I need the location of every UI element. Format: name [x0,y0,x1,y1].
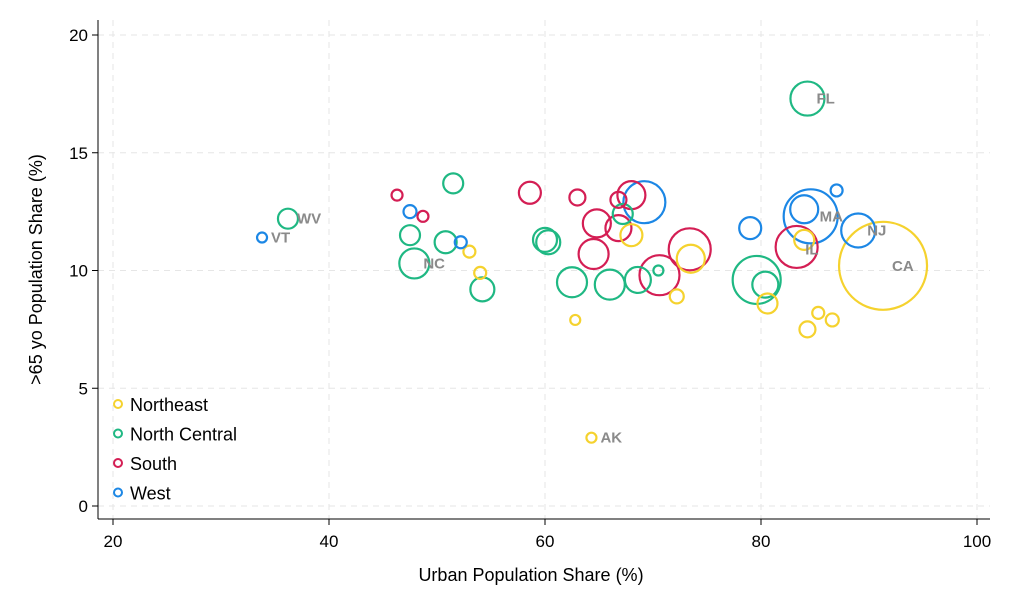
bubble-west [789,194,820,225]
point-label-nj: NJ [867,222,886,239]
point-label-ca: CA [892,258,914,275]
bubble-northeast [619,223,644,248]
legend-label-south: South [130,454,177,474]
y-tick-label: 15 [69,144,88,163]
bubble-west [738,216,763,241]
x-tick-label: 80 [752,532,771,551]
legend-marker-west [113,487,123,498]
bubble-north-central [398,224,422,247]
bubble-northeast [462,244,477,259]
bubble-northeast [569,313,582,327]
bubble-south [604,214,633,243]
point-label-wv: WV [297,211,321,228]
y-tick-label: 10 [69,262,88,281]
bubble-north-central [611,202,634,226]
x-tick-label: 20 [104,532,123,551]
bubble-west [622,180,667,225]
bubble-west [782,188,839,245]
point-labels: CA MA FL NJ NC WV AK VT IL [271,91,914,447]
bubble-south [581,208,612,239]
bubble-north-central [398,247,431,280]
y-tick-label: 5 [79,379,88,398]
point-label-vt: VT [271,230,290,247]
bubble-northeast [837,220,929,311]
bubble-north-central [531,226,559,253]
y-tick-label: 0 [79,497,88,516]
point-label-ma: MA [820,208,843,225]
x-tick-label: 60 [536,532,555,551]
legend-label-north-central: North Central [130,425,237,445]
legend-label-west: West [130,484,171,504]
bubble-north-central [623,265,652,295]
bubbles [255,80,929,444]
bubble-northeast [824,312,840,328]
point-label-fl: FL [816,91,834,108]
bubble-south [577,237,610,271]
bubble-northeast [793,228,816,251]
bubble-north-central [789,80,826,117]
point-label-ak: AK [600,430,622,447]
y-tick-label: 20 [69,26,88,45]
bubble-south [638,254,681,297]
bubble-south [568,188,587,207]
point-label-il: IL [805,241,818,258]
bubble-north-central [555,266,589,299]
bubble-north-central [593,268,626,301]
axes: 20 40 60 80 100 0 5 10 15 20 [69,20,991,551]
bubble-south [390,188,404,202]
bubble-west [255,231,269,244]
bubble-north-central [469,276,496,303]
bubble-south [416,209,430,223]
bubble-south [774,224,819,270]
bubble-north-central [652,264,665,277]
point-label-nc: NC [423,255,445,272]
bubble-west [402,204,418,220]
bubble-northeast [798,320,817,339]
legend-marker-northeast [113,399,123,409]
y-axis-label: >65 yo Population Share (%) [26,154,46,385]
bubble-northeast [756,292,779,315]
bubble-northeast [675,243,706,274]
bubble-northeast [811,305,826,320]
bubble-south [609,190,628,209]
bubble-north-central [433,230,458,255]
legend-marker-north-central [113,428,123,439]
bubble-west [453,235,468,250]
bubble-northeast [668,288,685,305]
bubble-north-central [535,229,562,256]
x-tick-label: 40 [320,532,339,551]
legend-label-northeast: Northeast [130,395,208,415]
grid-lines [98,20,990,519]
bubble-northeast [473,265,488,280]
bubble-west [829,183,844,198]
bubble-north-central [442,172,465,195]
x-tick-label: 100 [963,532,991,551]
legend: Northeast North Central South West [113,395,237,504]
bubble-north-central [276,207,300,230]
x-axis-label: Urban Population Share (%) [418,565,643,585]
bubble-south [667,227,712,272]
bubble-north-central [751,270,780,299]
bubble-northeast [585,431,598,444]
bubble-west [840,212,877,249]
bubble-south [517,180,542,205]
legend-marker-south [113,458,123,468]
